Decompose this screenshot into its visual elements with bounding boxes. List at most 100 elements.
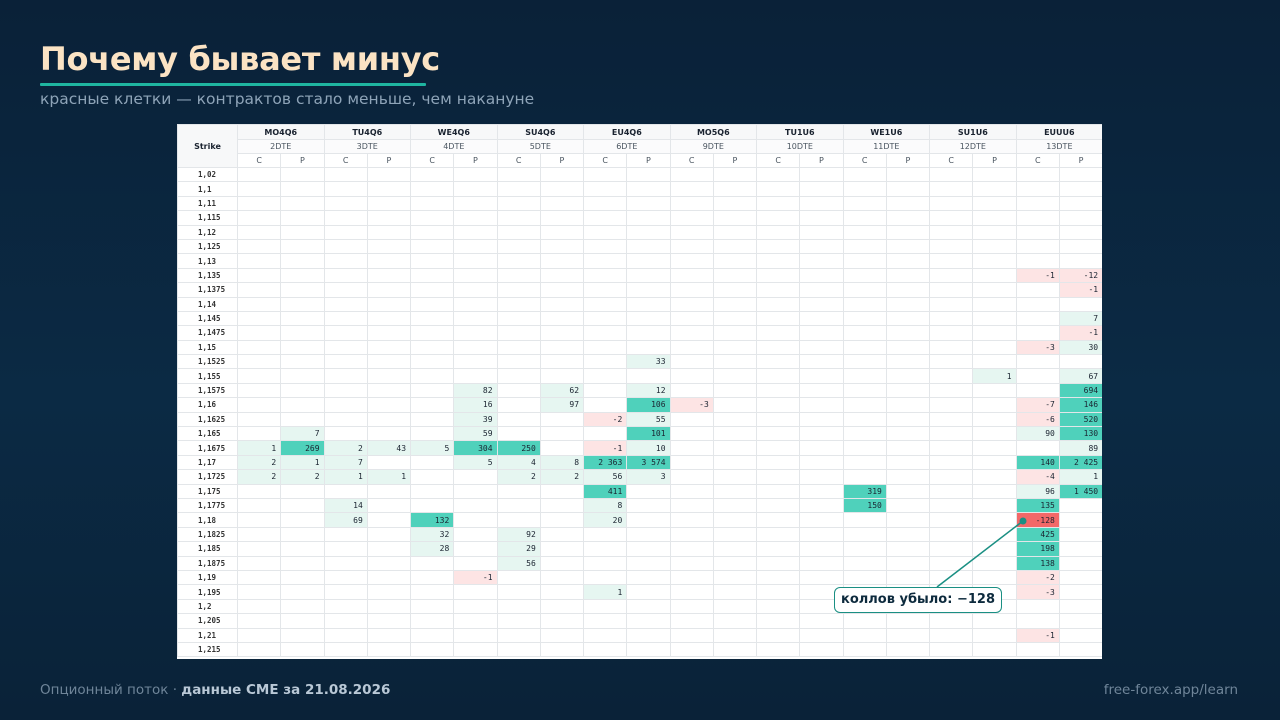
strike-cell: 1,1625 bbox=[177, 411, 238, 428]
flow-cell bbox=[236, 354, 282, 370]
flow-cell bbox=[280, 282, 325, 298]
flow-cell bbox=[929, 426, 974, 442]
flow-cell bbox=[1015, 224, 1060, 240]
flow-cell bbox=[756, 426, 801, 442]
flow-cell bbox=[626, 641, 671, 658]
footer-site-link[interactable]: free-forex.app/learn bbox=[1103, 682, 1238, 698]
flow-cell: -2 bbox=[1015, 569, 1060, 586]
put-header-mo5q6: P bbox=[712, 153, 758, 168]
footer-source-prefix: Опционный поток · bbox=[40, 682, 182, 698]
flow-cell bbox=[280, 497, 325, 514]
flow-cell bbox=[799, 440, 844, 456]
flow-cell bbox=[842, 382, 887, 399]
flow-cell bbox=[1015, 440, 1060, 456]
flow-cell bbox=[366, 584, 412, 600]
flow-cell bbox=[756, 483, 801, 499]
flow-cell bbox=[366, 181, 412, 197]
flow-cell bbox=[410, 497, 455, 514]
flow-cell bbox=[453, 238, 498, 255]
flow-cell: 16 bbox=[453, 397, 498, 413]
flow-cell bbox=[280, 267, 325, 284]
flow-cell bbox=[453, 339, 498, 356]
flow-cell bbox=[842, 440, 887, 456]
flow-cell bbox=[453, 253, 498, 269]
call-header-we1u6: C bbox=[842, 153, 887, 168]
flow-cell bbox=[236, 253, 282, 269]
flow-cell bbox=[539, 512, 585, 528]
flow-cell bbox=[1015, 166, 1060, 183]
flow-cell bbox=[583, 339, 628, 356]
flow-cell bbox=[236, 210, 282, 226]
flow-cell bbox=[539, 325, 585, 341]
flow-cell bbox=[583, 555, 628, 571]
flow-cell: 520 bbox=[1058, 411, 1102, 428]
table-row: 1,13 bbox=[177, 253, 1102, 269]
flow-cell bbox=[669, 526, 714, 543]
flow-cell bbox=[885, 569, 931, 586]
flow-cell bbox=[799, 166, 844, 183]
flow-cell bbox=[280, 296, 325, 312]
flow-cell bbox=[366, 512, 412, 528]
flow-cell: -1 bbox=[1015, 627, 1060, 643]
flow-cell bbox=[669, 282, 714, 298]
table-row: 1,1475 -1 bbox=[177, 325, 1102, 341]
flow-cell bbox=[366, 497, 412, 514]
flow-cell bbox=[539, 497, 585, 514]
flow-cell bbox=[799, 210, 844, 226]
flow-cell bbox=[885, 224, 931, 240]
flow-cell: -3 bbox=[1015, 584, 1060, 600]
strike-cell: 1,145 bbox=[177, 310, 238, 327]
table-row: 1,155 1 67 bbox=[177, 368, 1102, 384]
flow-cell: 132 bbox=[410, 512, 455, 528]
flow-cell bbox=[712, 224, 758, 240]
flow-cell bbox=[885, 512, 931, 528]
strike-cell: 1,19 bbox=[177, 569, 238, 586]
flow-cell bbox=[929, 569, 974, 586]
flow-cell bbox=[236, 368, 282, 384]
table-row: 1,02 bbox=[177, 166, 1102, 183]
flow-cell bbox=[626, 584, 671, 600]
flow-cell bbox=[842, 181, 887, 197]
flow-cell bbox=[712, 253, 758, 269]
flow-cell bbox=[280, 181, 325, 197]
flow-cell bbox=[756, 368, 801, 384]
flow-cell bbox=[712, 238, 758, 255]
flow-cell bbox=[366, 541, 412, 557]
flow-cell bbox=[712, 454, 758, 471]
flow-cell bbox=[236, 397, 282, 413]
flow-cell bbox=[583, 181, 628, 197]
flow-cell: 2 363 bbox=[583, 454, 628, 471]
flow-cell bbox=[280, 310, 325, 327]
flow-cell: 198 bbox=[1015, 541, 1060, 557]
flow-cell bbox=[280, 339, 325, 356]
flow-cell: 269 bbox=[280, 440, 325, 456]
flow-cell bbox=[366, 195, 412, 212]
flow-cell bbox=[626, 267, 671, 284]
flow-cell bbox=[453, 368, 498, 384]
flow-cell bbox=[929, 397, 974, 413]
flow-cell bbox=[669, 238, 714, 255]
flow-cell bbox=[885, 282, 931, 298]
flow-cell bbox=[280, 238, 325, 255]
flow-cell bbox=[756, 282, 801, 298]
flow-cell bbox=[496, 195, 541, 212]
flow-cell bbox=[842, 267, 887, 284]
flow-cell: 30 bbox=[1058, 339, 1102, 356]
table-row: 1,1725 2 2 1 1 2 2 56 3 -4 1 bbox=[177, 469, 1102, 485]
series-dte-tu4q6: 3DTE bbox=[323, 139, 412, 154]
flow-cell bbox=[280, 382, 325, 399]
flow-cell bbox=[756, 224, 801, 240]
flow-cell bbox=[323, 267, 368, 284]
flow-cell bbox=[929, 296, 974, 312]
flow-cell bbox=[496, 382, 541, 399]
flow-cell bbox=[453, 166, 498, 183]
flow-cell bbox=[453, 526, 498, 543]
strike-cell: 1,14 bbox=[177, 296, 238, 312]
flow-cell bbox=[756, 613, 801, 629]
strike-cell: 1,205 bbox=[177, 613, 238, 629]
flow-cell bbox=[712, 411, 758, 428]
flow-cell: 1 bbox=[366, 469, 412, 485]
flow-cell bbox=[929, 210, 974, 226]
flow-cell bbox=[1058, 181, 1102, 197]
callout-label: коллов убыло: −128 bbox=[834, 587, 1002, 613]
